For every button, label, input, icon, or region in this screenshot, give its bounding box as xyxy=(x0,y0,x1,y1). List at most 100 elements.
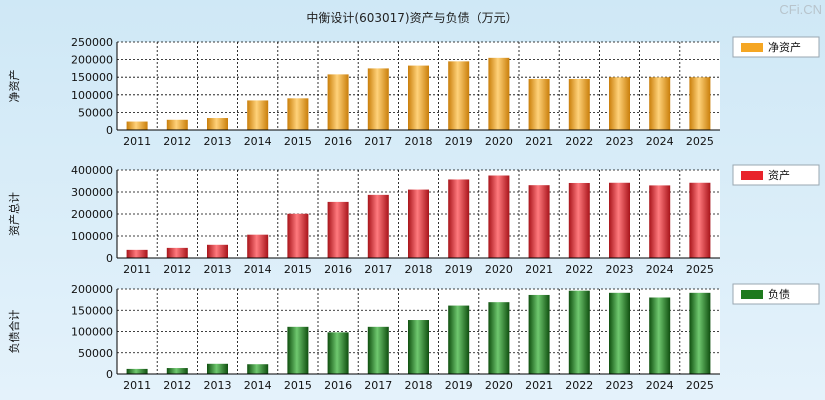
y-tick-label: 300000 xyxy=(71,186,113,199)
x-tick-label: 2023 xyxy=(606,263,634,276)
x-tick-label: 2011 xyxy=(123,135,151,148)
bar-2024 xyxy=(649,185,671,258)
bar-2016 xyxy=(327,201,349,258)
bar-2014 xyxy=(247,100,269,130)
x-tick-label: 2018 xyxy=(405,135,433,148)
bar-2019 xyxy=(448,305,470,374)
bar-2025 xyxy=(689,77,711,130)
bar-2019 xyxy=(448,179,470,258)
x-tick-label: 2015 xyxy=(284,263,312,276)
x-tick-label: 2013 xyxy=(204,135,232,148)
bar-2021 xyxy=(528,185,550,258)
x-tick-label: 2014 xyxy=(244,379,272,392)
bar-2016 xyxy=(327,74,349,130)
x-tick-label: 2021 xyxy=(525,379,553,392)
bar-2017 xyxy=(367,326,389,374)
y-tick-label: 150000 xyxy=(71,71,113,84)
bar-2023 xyxy=(609,292,630,374)
bar-2022 xyxy=(568,290,590,374)
bar-2017 xyxy=(367,194,389,258)
bar-2021 xyxy=(528,78,550,130)
x-tick-label: 2021 xyxy=(525,263,553,276)
chart-panel-1: 0 100000 200000 300000 400000 2011 2012 2013 201… xyxy=(7,164,820,276)
x-tick-label: 2025 xyxy=(686,379,714,392)
x-tick-label: 2019 xyxy=(445,263,473,276)
bar-2021 xyxy=(528,294,550,374)
bar-2011 xyxy=(126,121,148,130)
x-tick-label: 2015 xyxy=(284,379,312,392)
y-tick-label: 0 xyxy=(106,368,113,381)
x-tick-label: 2018 xyxy=(405,379,433,392)
y-tick-label: 200000 xyxy=(71,208,113,221)
y-axis-label: 资产总计 xyxy=(7,192,21,236)
bar-2017 xyxy=(367,68,389,130)
x-tick-label: 2018 xyxy=(405,263,433,276)
legend-swatch xyxy=(741,43,763,52)
x-tick-label: 2012 xyxy=(163,263,191,276)
bar-2023 xyxy=(609,182,630,258)
y-axis-label: 净资产 xyxy=(7,70,21,103)
x-tick-label: 2024 xyxy=(646,263,674,276)
x-tick-label: 2016 xyxy=(324,379,352,392)
x-tick-label: 2022 xyxy=(565,135,593,148)
x-tick-label: 2024 xyxy=(646,135,674,148)
bar-2019 xyxy=(448,61,470,130)
x-tick-label: 2012 xyxy=(163,135,191,148)
x-tick-label: 2025 xyxy=(686,263,714,276)
bar-2020 xyxy=(488,57,510,131)
x-tick-label: 2019 xyxy=(445,135,473,148)
bar-2015 xyxy=(287,213,309,258)
legend-label: 负债 xyxy=(768,287,790,301)
bar-2023 xyxy=(609,77,630,130)
x-tick-label: 2022 xyxy=(565,379,593,392)
x-tick-label: 2015 xyxy=(284,135,312,148)
chart-title: 中衡设计(603017)资产与负债（万元） xyxy=(306,10,517,25)
x-tick-label: 2020 xyxy=(485,135,513,148)
x-tick-label: 2021 xyxy=(525,135,553,148)
bar-2014 xyxy=(247,234,269,258)
x-tick-label: 2016 xyxy=(324,263,352,276)
bar-2012 xyxy=(166,119,188,130)
y-tick-label: 100000 xyxy=(71,230,113,243)
x-tick-label: 2013 xyxy=(204,379,232,392)
bar-2013 xyxy=(207,118,228,130)
bar-2013 xyxy=(207,244,228,258)
bar-2024 xyxy=(649,77,671,130)
x-tick-label: 2023 xyxy=(606,135,634,148)
bar-2018 xyxy=(408,189,429,258)
x-tick-label: 2024 xyxy=(646,379,674,392)
bar-2022 xyxy=(568,182,590,258)
bar-2018 xyxy=(408,65,429,130)
bar-2012 xyxy=(166,247,188,258)
x-tick-label: 2011 xyxy=(123,263,151,276)
legend-swatch xyxy=(741,290,763,299)
x-tick-label: 2017 xyxy=(364,379,392,392)
bar-2020 xyxy=(488,302,510,374)
y-tick-label: 200000 xyxy=(71,54,113,67)
y-axis-label: 负债合计 xyxy=(7,310,21,354)
x-tick-label: 2017 xyxy=(364,135,392,148)
x-tick-label: 2011 xyxy=(123,379,151,392)
x-tick-label: 2016 xyxy=(324,135,352,148)
y-tick-label: 50000 xyxy=(78,347,113,360)
bar-2016 xyxy=(327,332,349,374)
y-tick-label: 100000 xyxy=(71,89,113,102)
x-tick-label: 2019 xyxy=(445,379,473,392)
x-tick-label: 2020 xyxy=(485,379,513,392)
bar-2015 xyxy=(287,98,309,130)
x-tick-label: 2023 xyxy=(606,379,634,392)
y-tick-label: 200000 xyxy=(71,283,113,296)
bar-2025 xyxy=(689,292,711,374)
bar-2020 xyxy=(488,175,510,258)
x-tick-label: 2025 xyxy=(686,135,714,148)
bar-2015 xyxy=(287,326,309,374)
bar-2011 xyxy=(126,249,148,258)
x-tick-label: 2013 xyxy=(204,263,232,276)
watermark: CFi.CN xyxy=(779,2,822,17)
x-tick-label: 2014 xyxy=(244,135,272,148)
chart-panel-0: 0 50000 100000 150000 200000 250000 2011 2012 20… xyxy=(7,36,820,148)
bar-2014 xyxy=(247,364,269,374)
bar-2025 xyxy=(689,182,711,258)
x-tick-label: 2014 xyxy=(244,263,272,276)
